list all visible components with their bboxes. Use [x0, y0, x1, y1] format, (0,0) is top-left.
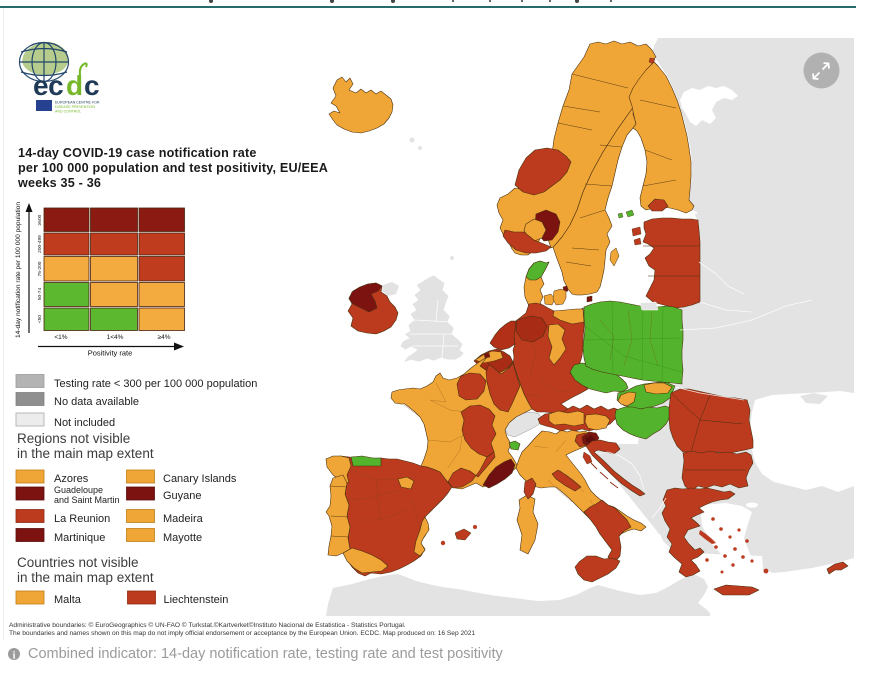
svg-text:d: d — [66, 70, 83, 101]
svg-text:DISEASE PREVENTION: DISEASE PREVENTION — [55, 105, 95, 109]
svg-text:≥500: ≥500 — [37, 214, 43, 225]
svg-text:AND CONTROL: AND CONTROL — [55, 110, 81, 114]
svg-text:Positivity rate: Positivity rate — [88, 349, 133, 358]
svg-text:50-74: 50-74 — [37, 288, 43, 301]
svg-text:≥4%: ≥4% — [158, 334, 171, 341]
svg-text:c: c — [84, 70, 100, 101]
svg-text:<50: <50 — [37, 315, 43, 323]
svg-text:75-200: 75-200 — [37, 261, 43, 276]
svg-text:200-499: 200-499 — [37, 235, 43, 253]
svg-text:i: i — [13, 651, 16, 662]
svg-text:ec: ec — [33, 70, 63, 101]
svg-text:<1%: <1% — [54, 334, 67, 341]
svg-text:1<4%: 1<4% — [107, 334, 124, 341]
svg-text:EUROPEAN CENTRE FOR: EUROPEAN CENTRE FOR — [55, 101, 100, 105]
svg-text:14-day notification rate per 1: 14-day notification rate per 100 000 pop… — [15, 202, 22, 338]
